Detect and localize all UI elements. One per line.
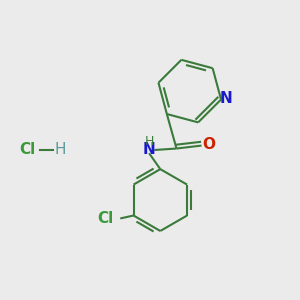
Text: H: H (144, 135, 154, 148)
Text: N: N (220, 92, 233, 106)
Text: H: H (54, 142, 66, 158)
Text: Cl: Cl (97, 211, 113, 226)
Text: N: N (143, 142, 155, 157)
Text: Cl: Cl (19, 142, 35, 158)
Text: O: O (202, 137, 215, 152)
